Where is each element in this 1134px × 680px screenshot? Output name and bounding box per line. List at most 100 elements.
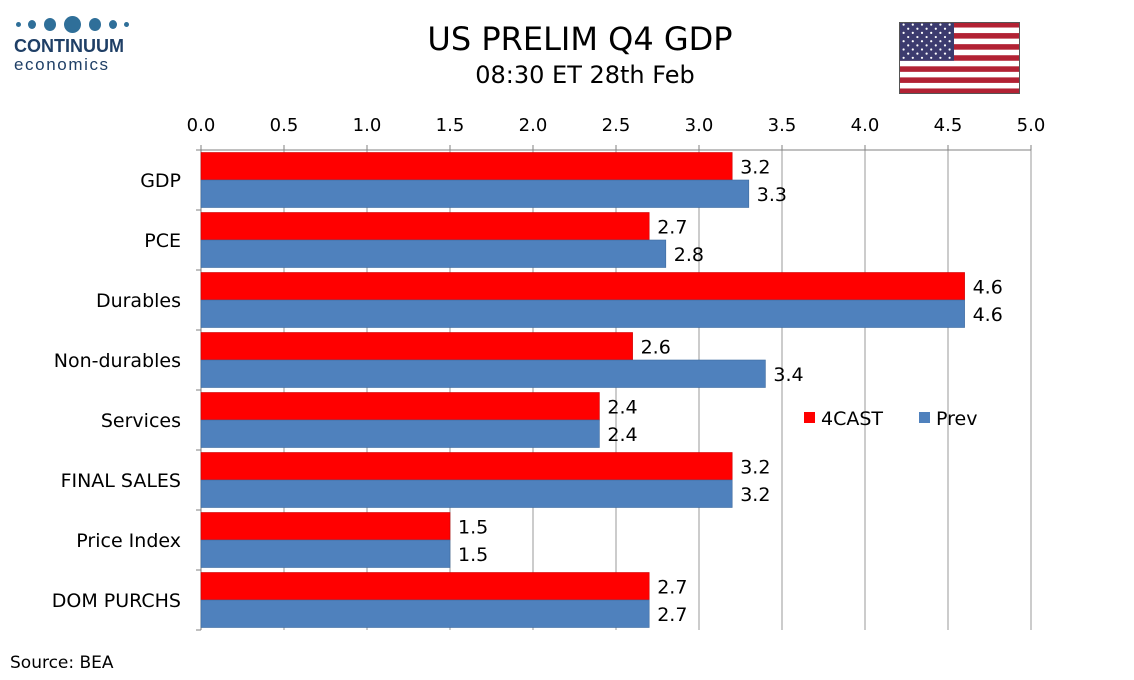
logo-dot (16, 22, 21, 27)
data-label: 4.6 (973, 304, 1003, 326)
continuum-logo: CONTINUUM economics (14, 14, 132, 74)
flag-star (911, 31, 914, 34)
flag-star (920, 48, 924, 51)
bar-prev (200, 599, 650, 628)
flag-star (948, 56, 951, 59)
data-label: 3.3 (757, 184, 787, 206)
bar-prev (200, 299, 965, 328)
flag-star (939, 23, 942, 26)
legend-swatch-4cast (804, 412, 815, 423)
flag-star (925, 35, 928, 39)
flag-star (943, 52, 947, 55)
bar-4cast (200, 452, 733, 481)
flag-star (902, 56, 905, 59)
flag-star (948, 40, 951, 43)
data-label: 2.4 (607, 396, 637, 418)
flag-star (925, 27, 928, 30)
logo-name: CONTINUUM (14, 36, 124, 56)
data-label: 3.2 (740, 156, 770, 178)
flag-star (934, 35, 937, 39)
flag-star (907, 35, 910, 39)
logo-dots (14, 14, 132, 36)
flag-star (907, 52, 910, 55)
us-flag-icon (899, 22, 1020, 94)
legend-label-4cast: 4CAST (821, 408, 883, 430)
bar-4cast (200, 212, 650, 241)
x-tick-label: 5.0 (1017, 115, 1046, 136)
x-tick-label: 2.5 (602, 115, 631, 136)
flag-star (934, 27, 937, 30)
flag-star (939, 56, 942, 59)
x-tick-label: 1.5 (436, 115, 465, 136)
data-label: 3.2 (740, 484, 770, 506)
data-label: 2.7 (657, 576, 687, 598)
x-tick-label: 4.0 (851, 115, 880, 136)
logo-dot (44, 18, 56, 31)
bar-4cast (200, 392, 600, 421)
flag-star (911, 23, 914, 26)
flag-star (948, 23, 951, 26)
bar-4cast (200, 152, 733, 181)
logo-subtitle: economics (14, 55, 110, 74)
x-tick-label: 0.0 (187, 115, 216, 136)
flag-star (916, 52, 919, 55)
flag-star (948, 31, 951, 34)
data-label: 1.5 (458, 544, 488, 566)
flag-star (916, 27, 919, 30)
flag-star (911, 48, 914, 51)
x-tick-label: 3.0 (685, 115, 714, 136)
bar-prev (200, 479, 733, 508)
category-label: Services (101, 410, 181, 432)
x-tick-label: 3.5 (768, 115, 797, 136)
flag-star (943, 35, 947, 39)
x-tick-label: 0.5 (270, 115, 299, 136)
category-label: DOM PURCHS (52, 590, 181, 612)
flag-star (930, 48, 933, 51)
data-label: 2.7 (657, 216, 687, 238)
flag-star (943, 44, 947, 47)
source-note: Source: BEA (10, 653, 114, 673)
legend-label-prev: Prev (936, 408, 977, 430)
data-label: 2.8 (674, 244, 704, 266)
bar-4cast (200, 572, 650, 601)
logo-dot (109, 20, 117, 29)
flag-star (930, 23, 933, 26)
category-label: Non-durables (54, 350, 181, 372)
logo-dot (89, 18, 101, 31)
flag-star (943, 27, 947, 30)
category-label: PCE (144, 230, 181, 252)
bar-prev (200, 239, 667, 268)
x-tick-label: 4.5 (934, 115, 963, 136)
flag-star (930, 56, 933, 59)
bar-4cast (200, 332, 633, 361)
data-label: 3.4 (773, 364, 803, 386)
flag-star (902, 31, 905, 34)
x-tick-label: 2.0 (519, 115, 548, 136)
data-label: 4.6 (973, 276, 1003, 298)
data-label: 2.6 (641, 336, 671, 358)
category-label: Price Index (76, 530, 181, 552)
flag-star (920, 23, 924, 26)
bar-prev (200, 539, 451, 568)
flag-star (934, 52, 937, 55)
flag-star (902, 23, 905, 26)
flag-star (920, 40, 924, 43)
data-label: 3.2 (740, 456, 770, 478)
flag-star (911, 56, 914, 59)
category-label: Durables (96, 290, 181, 312)
data-label: 2.4 (607, 424, 637, 446)
legend-swatch-prev (919, 412, 930, 423)
category-label: GDP (140, 170, 181, 192)
flag-star (916, 44, 919, 47)
flag-star (925, 52, 928, 55)
flag-star (902, 40, 905, 43)
category-label: FINAL SALES (61, 470, 181, 492)
flag-star (916, 35, 919, 39)
flag-star (930, 40, 933, 43)
flag-star (907, 27, 910, 30)
flag-star (939, 48, 942, 51)
bar-prev (200, 179, 750, 208)
flag-star (920, 56, 924, 59)
bar-prev (200, 419, 600, 448)
